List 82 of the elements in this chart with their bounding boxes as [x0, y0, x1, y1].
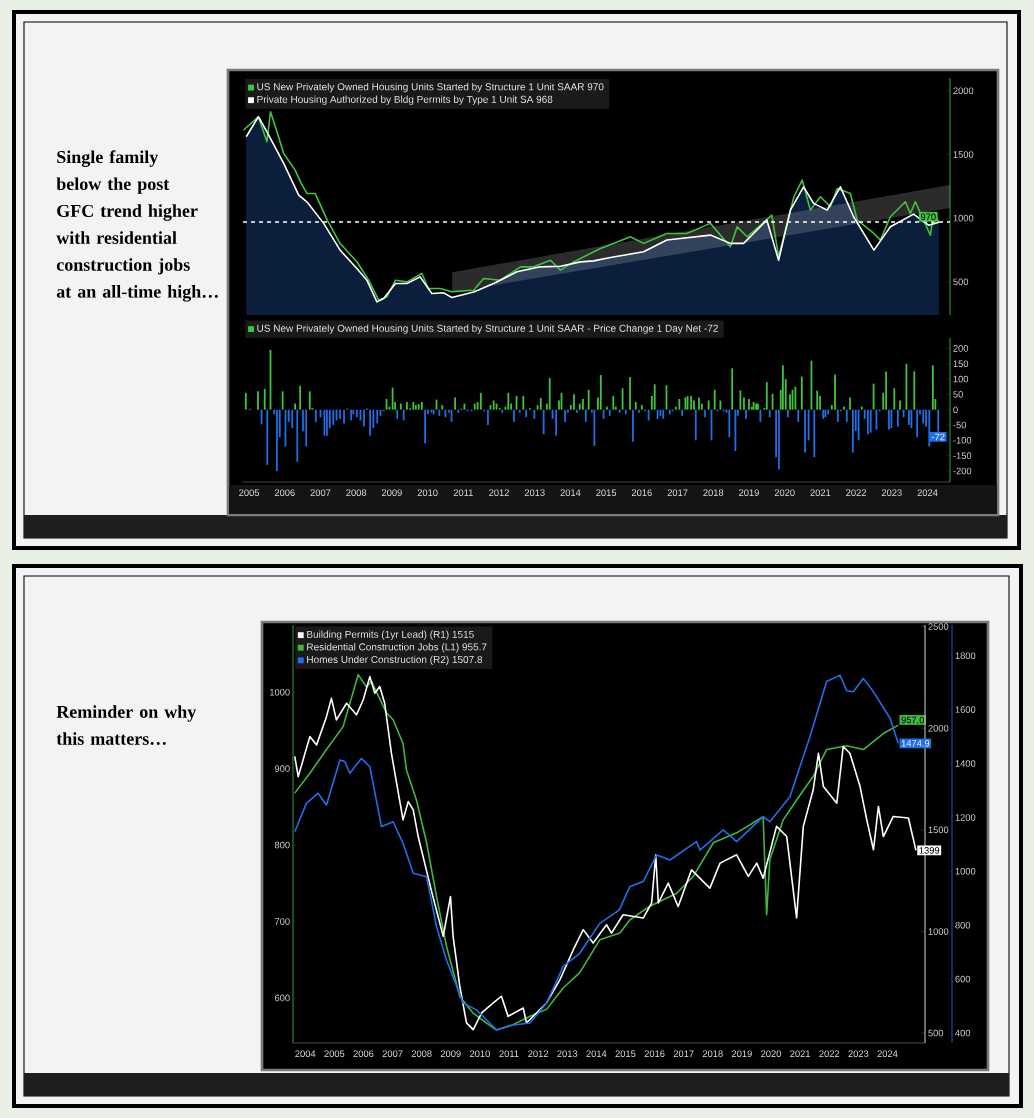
text: Single family below the post GFC trend higher with residential construction jobs at an all-time high… [56, 150, 218, 302]
x-tick-label: 2022 [819, 1050, 840, 1057]
y2-tick-label: 500 [928, 1029, 944, 1037]
x-tick-label: 2014 [586, 1050, 607, 1057]
legend-label: US New Privately Owned Housing Units Started by Structure 1 Unit SAAR - Price Change 1 Day Net -72 [257, 324, 718, 334]
y2-tick-label: 2000 [928, 724, 949, 732]
legend-label: Private Housing Authorized by Bldg Permits by Type 1 Unit SA 968 [257, 95, 553, 105]
x-tick-label: 2012 [528, 1050, 549, 1057]
y-tick-label: 100 [953, 375, 969, 383]
data-label: 957.0 [901, 716, 925, 724]
y-tick-label: 50 [953, 391, 963, 398]
x-tick-label: 2018 [703, 489, 724, 496]
y-tick-label: 600 [274, 994, 290, 1002]
data-label: -72 [931, 433, 945, 441]
x-tick-label: 2006 [274, 489, 295, 496]
y3-tick-label: 1400 [955, 760, 976, 767]
x-tick-label: 2017 [673, 1050, 694, 1057]
x-tick-label: 2008 [411, 1050, 432, 1057]
x-tick-label: 2021 [810, 489, 831, 496]
y3-tick-label: 400 [955, 1029, 971, 1037]
y-tick-label: -100 [953, 437, 972, 444]
data-label: 970 [920, 213, 936, 221]
x-tick-label: 2015 [596, 489, 617, 496]
x-tick-label: 2020 [774, 489, 795, 496]
x-tick-label: 2013 [524, 489, 545, 496]
x-tick-label: 2013 [557, 1050, 578, 1057]
x-tick-label: 2019 [739, 489, 759, 496]
y3-tick-label: 1800 [955, 652, 976, 660]
legend-label: Homes Under Construction (R2) 1507.8 [307, 655, 483, 665]
legend-label: Building Permits (1yr Lead) (R1) 1515 [307, 630, 474, 640]
x-tick-label: 2004 [295, 1050, 316, 1057]
x-tick-label: 2024 [917, 489, 938, 496]
data-label: 1474.9 [901, 740, 930, 747]
x-tick-label: 2008 [346, 489, 367, 496]
y-tick-label: -200 [953, 467, 972, 475]
y2-tick-label: 1500 [928, 826, 949, 834]
x-tick-label: 2006 [353, 1050, 374, 1057]
y-tick-label: 150 [953, 360, 969, 368]
y2-tick-label: 1000 [928, 928, 949, 935]
y2-tick-label: 2500 [928, 623, 949, 630]
x-tick-label: 2024 [877, 1050, 898, 1057]
y-tick-label: 200 [953, 345, 969, 352]
x-tick-label: 2007 [382, 1050, 403, 1057]
x-tick-label: 2015 [615, 1050, 636, 1057]
y-tick-label: 1000 [270, 688, 290, 696]
x-tick-label: 2014 [560, 489, 581, 496]
x-tick-label: 2023 [848, 1050, 869, 1057]
y-tick-label: 900 [274, 765, 290, 772]
y-tick-label: 1500 [953, 151, 974, 158]
x-tick-label: 2007 [310, 489, 331, 496]
y3-tick-label: 1600 [955, 706, 976, 713]
x-tick-label: 2005 [239, 489, 260, 496]
x-tick-label: 2021 [790, 1050, 811, 1057]
x-tick-label: 2019 [731, 1050, 752, 1057]
y3-tick-label: 1200 [955, 814, 976, 821]
x-tick-label: 2010 [469, 1050, 490, 1057]
data-label: 1399 [919, 847, 940, 854]
x-tick-label: 2022 [846, 489, 866, 496]
y-tick-label: 500 [953, 278, 969, 286]
y-tick-label: -150 [953, 452, 972, 459]
y-tick-label: 0 [953, 406, 958, 413]
y-tick-label: 2000 [953, 87, 974, 95]
y-tick-label: 1000 [953, 214, 974, 222]
x-tick-label: 2005 [324, 1050, 345, 1057]
x-tick-label: 2016 [631, 489, 652, 496]
text: Reminder on why this matters… [56, 705, 197, 745]
legend-label: Residential Construction Jobs (L1) 955.7 [307, 643, 487, 653]
x-tick-label: 2016 [644, 1050, 665, 1057]
x-tick-label: 2018 [702, 1050, 723, 1057]
x-tick-label: 2020 [761, 1050, 782, 1057]
x-tick-label: 2011 [453, 489, 473, 496]
x-tick-label: 2009 [381, 489, 402, 496]
x-tick-label: 2017 [667, 489, 688, 496]
x-tick-label: 2011 [499, 1050, 519, 1057]
x-tick-label: 2010 [417, 489, 438, 496]
y-tick-label: -50 [953, 421, 967, 429]
x-tick-label: 2023 [881, 489, 902, 496]
x-tick-label: 2012 [489, 489, 509, 496]
y-tick-label: 800 [274, 841, 290, 849]
x-tick-label: 2009 [440, 1050, 461, 1057]
legend-label: US New Privately Owned Housing Units Started by Structure 1 Unit SAAR 970 [257, 82, 604, 93]
y-tick-label: 700 [274, 918, 290, 925]
